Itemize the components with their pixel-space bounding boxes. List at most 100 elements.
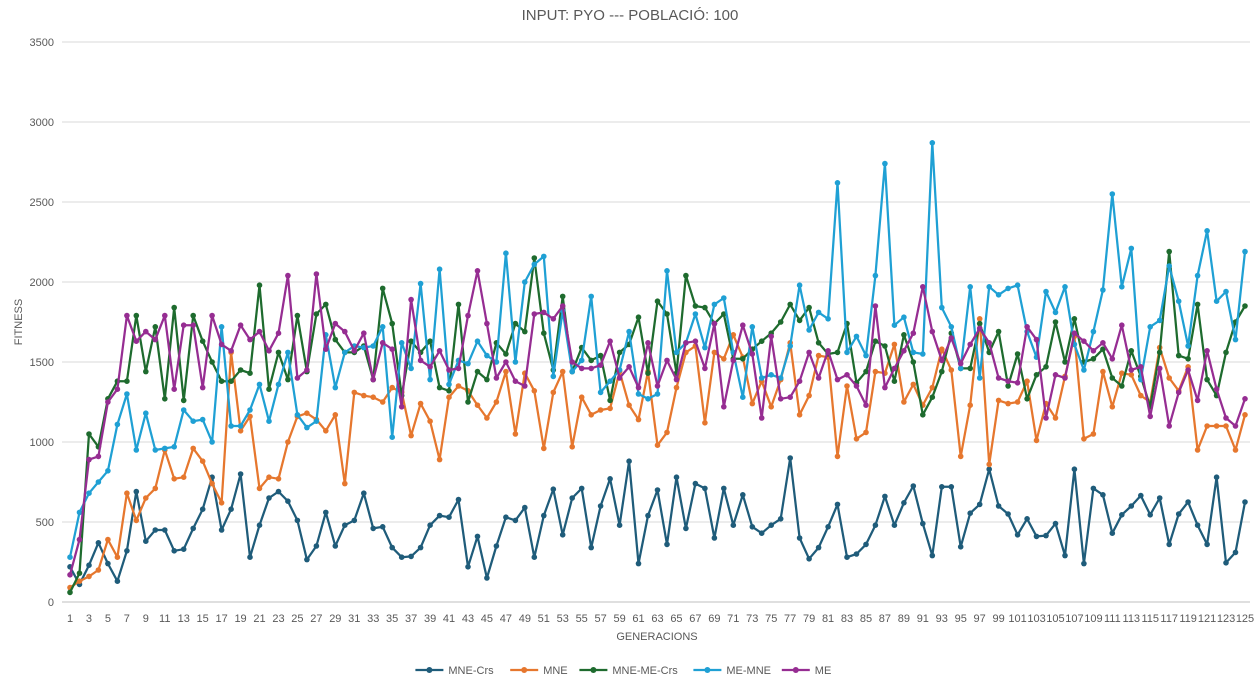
data-point [323, 346, 329, 353]
data-point [901, 500, 907, 506]
x-tick-label: 69 [708, 613, 720, 625]
data-point [882, 343, 888, 349]
data-point [1138, 492, 1144, 499]
data-point [370, 343, 377, 349]
data-point [1052, 309, 1059, 316]
data-point [721, 485, 727, 492]
data-point [199, 338, 206, 345]
data-point [1033, 336, 1040, 343]
data-point [569, 495, 575, 501]
data-point [95, 453, 102, 460]
data-point [967, 284, 973, 290]
data-point [446, 381, 452, 388]
data-point [1138, 364, 1144, 370]
x-tick-label: 25 [291, 613, 303, 625]
x-tick-label: 125 [1236, 613, 1254, 625]
data-point [891, 322, 898, 329]
data-point [1100, 368, 1106, 375]
data-point [645, 512, 651, 519]
data-point [815, 352, 822, 359]
data-point [986, 466, 992, 473]
data-point [815, 375, 822, 381]
data-point [834, 453, 841, 460]
data-point [834, 180, 841, 186]
data-point [285, 272, 291, 279]
data-point [1005, 378, 1011, 385]
data-point [749, 324, 756, 330]
data-point [237, 428, 244, 434]
data-point [1024, 516, 1030, 522]
data-point [228, 506, 234, 512]
data-point [654, 391, 661, 397]
data-point [493, 543, 500, 549]
data-point [171, 386, 177, 393]
data-point [702, 344, 708, 351]
data-point [294, 312, 301, 319]
data-point [323, 301, 329, 308]
series-MNE-ME-Crs [67, 248, 1248, 596]
data-point [986, 340, 992, 346]
data-point [768, 372, 774, 378]
data-point [758, 530, 765, 536]
data-point [635, 314, 642, 321]
data-point [228, 348, 234, 354]
data-point [285, 376, 291, 383]
data-point [1242, 303, 1248, 309]
data-point [76, 570, 83, 576]
data-point [834, 349, 841, 356]
data-point [1024, 378, 1030, 385]
legend-item: ME-MNE [693, 665, 771, 677]
data-point [920, 284, 926, 290]
data-point [721, 295, 727, 301]
data-point [1100, 340, 1106, 346]
data-point [190, 322, 196, 329]
data-point [730, 357, 737, 364]
data-point [342, 480, 348, 487]
legend-marker [792, 667, 799, 673]
data-point [1100, 287, 1106, 293]
data-point [550, 316, 557, 322]
data-point [1090, 348, 1097, 354]
data-point [901, 332, 907, 338]
data-point [180, 397, 187, 404]
data-point [588, 365, 594, 372]
data-point [275, 330, 282, 337]
data-point [541, 330, 547, 337]
data-point [313, 311, 320, 317]
data-point [673, 376, 680, 383]
data-point [361, 330, 367, 337]
legend-label: MNE [543, 665, 567, 677]
data-point [285, 349, 291, 356]
data-point [929, 140, 936, 146]
data-point [124, 548, 130, 554]
data-point [1185, 356, 1191, 362]
data-point [1128, 503, 1135, 509]
data-point [607, 338, 613, 345]
data-point [218, 527, 225, 533]
data-point [683, 340, 689, 346]
data-point [1213, 423, 1220, 429]
data-point [408, 432, 414, 439]
x-tick-label: 107 [1065, 613, 1083, 625]
x-tick-label: 65 [670, 613, 682, 625]
data-point [901, 314, 907, 321]
data-point [143, 495, 149, 501]
x-tick-label: 85 [860, 613, 872, 625]
data-point [531, 311, 538, 317]
data-point [180, 474, 187, 481]
data-point [939, 484, 945, 490]
data-point [522, 328, 528, 335]
data-point [1223, 349, 1229, 356]
data-point [740, 394, 746, 401]
x-tick-label: 83 [841, 613, 853, 625]
data-point [342, 522, 348, 528]
data-point [294, 412, 301, 418]
data-point [370, 525, 377, 532]
data-point [711, 535, 718, 541]
data-point [654, 442, 661, 449]
data-point [1147, 324, 1153, 330]
series-MNE [67, 316, 1248, 591]
data-point [1156, 365, 1163, 372]
x-tick-label: 23 [272, 613, 284, 625]
data-point [190, 525, 196, 532]
